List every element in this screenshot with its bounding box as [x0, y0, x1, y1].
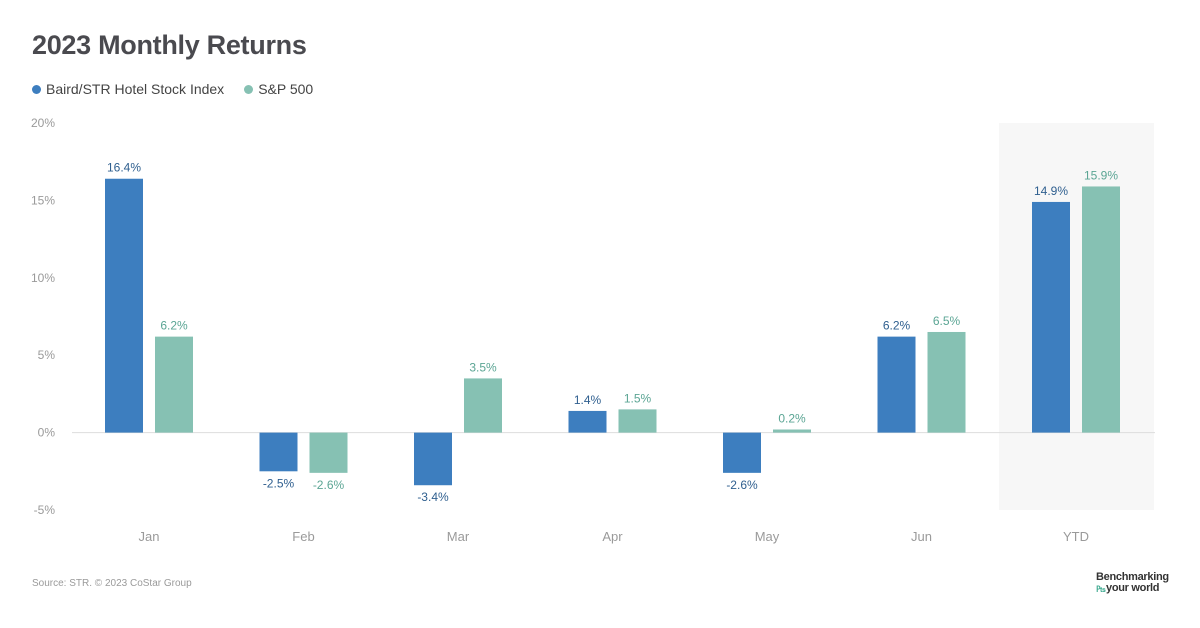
bar-ytd-series-1 — [1082, 186, 1120, 433]
bar-apr-series-1 — [618, 409, 657, 433]
legend: Baird/STR Hotel Stock Index S&P 500 — [32, 81, 313, 97]
data-label-mar-series-0: -3.4% — [417, 490, 449, 504]
bar-ytd-series-0 — [1032, 201, 1070, 433]
data-label-mar-series-1: 3.5% — [469, 360, 497, 374]
bar-apr-series-0 — [568, 410, 607, 433]
data-label-may-series-0: -2.6% — [726, 478, 758, 492]
data-label-jan-series-1: 6.2% — [160, 319, 188, 333]
legend-item-hotel-index: Baird/STR Hotel Stock Index — [32, 81, 224, 97]
bar-feb-series-1 — [309, 432, 348, 473]
data-label-jun-series-1: 6.5% — [933, 314, 961, 328]
bar-jan-series-0 — [105, 178, 143, 433]
y-tick-label: -5% — [34, 503, 56, 517]
data-label-apr-series-1: 1.5% — [624, 391, 652, 405]
legend-label-hotel-index: Baird/STR Hotel Stock Index — [46, 81, 225, 97]
legend-item-sp500: S&P 500 — [244, 81, 313, 97]
x-tick-label: May — [755, 529, 780, 544]
chart-title: 2023 Monthly Returns — [32, 30, 307, 60]
y-tick-label: 20% — [31, 116, 55, 130]
brand-line-2: your world — [1106, 582, 1160, 594]
bar-jan-series-1 — [155, 336, 193, 433]
ytd-highlight-band — [999, 123, 1154, 510]
legend-label-sp500: S&P 500 — [258, 81, 314, 97]
x-tick-label: Jun — [911, 529, 932, 544]
bar-may-series-1 — [773, 429, 811, 433]
legend-dot-sp500 — [244, 84, 254, 94]
brand-icon: ₧ — [1096, 584, 1106, 594]
x-tick-label: Mar — [447, 529, 470, 544]
bar-feb-series-0 — [259, 432, 298, 472]
bar-may-series-0 — [723, 432, 761, 473]
brand-logo: Benchmarking your world ₧ — [1096, 571, 1169, 595]
x-tick-label: YTD — [1063, 529, 1089, 544]
data-label-may-series-1: 0.2% — [778, 412, 806, 426]
brand-line-1: Benchmarking — [1096, 571, 1169, 583]
bar-mar-series-0 — [414, 432, 452, 486]
x-tick-label: Apr — [602, 529, 623, 544]
bar-jun-series-0 — [877, 336, 916, 433]
data-label-jun-series-0: 6.2% — [883, 319, 911, 333]
y-tick-label: 0% — [38, 426, 56, 440]
y-tick-label: 10% — [31, 271, 55, 285]
data-label-jan-series-0: 16.4% — [107, 161, 141, 175]
x-tick-label: Feb — [292, 529, 314, 544]
source-note: Source: STR. © 2023 CoStar Group — [32, 578, 192, 589]
bar-jun-series-1 — [927, 331, 966, 433]
legend-dot-hotel-index — [32, 84, 41, 94]
data-label-ytd-series-1: 15.9% — [1084, 168, 1118, 182]
data-label-feb-series-1: -2.6% — [313, 478, 345, 492]
y-tick-label: 5% — [38, 348, 56, 362]
x-tick-label: Jan — [139, 529, 160, 544]
y-tick-label: 15% — [31, 193, 55, 207]
bar-mar-series-1 — [464, 378, 502, 433]
data-label-ytd-series-0: 14.9% — [1034, 184, 1068, 198]
data-label-apr-series-0: 1.4% — [574, 393, 602, 407]
data-label-feb-series-0: -2.5% — [263, 476, 295, 490]
